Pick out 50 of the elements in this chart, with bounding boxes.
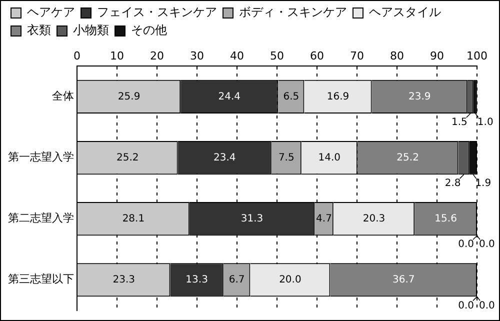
data-label: 31.3 [240, 213, 264, 224]
legend-label: その他 [131, 23, 167, 38]
data-label: 15.6 [434, 213, 457, 224]
legend-label: ボディ・スキンケア [239, 5, 347, 20]
legend-label: 衣類 [27, 23, 51, 38]
data-label: 0.0 [458, 300, 474, 312]
data-label: 20.3 [362, 213, 386, 224]
y-tick-label: 全体 [52, 90, 74, 103]
data-label: 25.9 [118, 91, 140, 102]
x-tick-label: 100 [466, 49, 488, 62]
data-label: 0.0 [479, 239, 495, 250]
data-label: 4.7 [316, 213, 332, 224]
data-label: 25.2 [396, 152, 419, 164]
x-tick-label: 0 [74, 49, 80, 62]
data-label: 1.5 [451, 117, 468, 128]
data-label: 23.4 [213, 152, 236, 164]
legend-label: フェイス・スキンケア [97, 5, 217, 20]
data-label: 20.0 [279, 274, 302, 286]
y-tick-label: 第三志望以下 [8, 272, 74, 286]
data-label: 1.0 [477, 117, 494, 128]
data-label: 23.3 [112, 274, 135, 286]
data-label: 1.9 [475, 178, 492, 190]
x-tick-label: 80 [390, 49, 404, 62]
data-label: 23.9 [408, 91, 431, 102]
data-label: 16.9 [326, 91, 350, 102]
y-tick-label: 第一志望入学 [8, 150, 74, 164]
data-label: 0.0 [458, 239, 474, 250]
x-tick-label: 10 [110, 49, 124, 62]
legend-label: ヘアスタイル [369, 5, 441, 20]
data-label: 28.1 [122, 213, 145, 224]
y-tick-label: 第二志望入学 [8, 212, 74, 225]
data-label: 7.5 [278, 152, 294, 164]
data-label: 6.7 [228, 274, 245, 286]
x-tick-label: 90 [430, 49, 444, 62]
data-label: 2.8 [444, 178, 461, 190]
x-tick-label: 40 [230, 49, 244, 62]
x-tick-label: 70 [350, 49, 364, 62]
legend-label: 小物類 [73, 23, 109, 38]
data-label: 0.0 [479, 300, 495, 312]
data-label: 13.3 [186, 274, 208, 286]
data-label: 36.7 [392, 274, 415, 286]
data-label: 6.5 [283, 91, 300, 102]
data-label: 14.0 [318, 152, 341, 164]
x-tick-label: 60 [310, 49, 324, 62]
data-label: 25.2 [116, 152, 139, 164]
x-tick-label: 20 [150, 49, 164, 62]
data-label: 24.4 [218, 91, 241, 102]
legend-label: ヘアケア [27, 5, 75, 20]
x-tick-label: 30 [190, 49, 204, 62]
x-tick-label: 50 [270, 49, 284, 62]
